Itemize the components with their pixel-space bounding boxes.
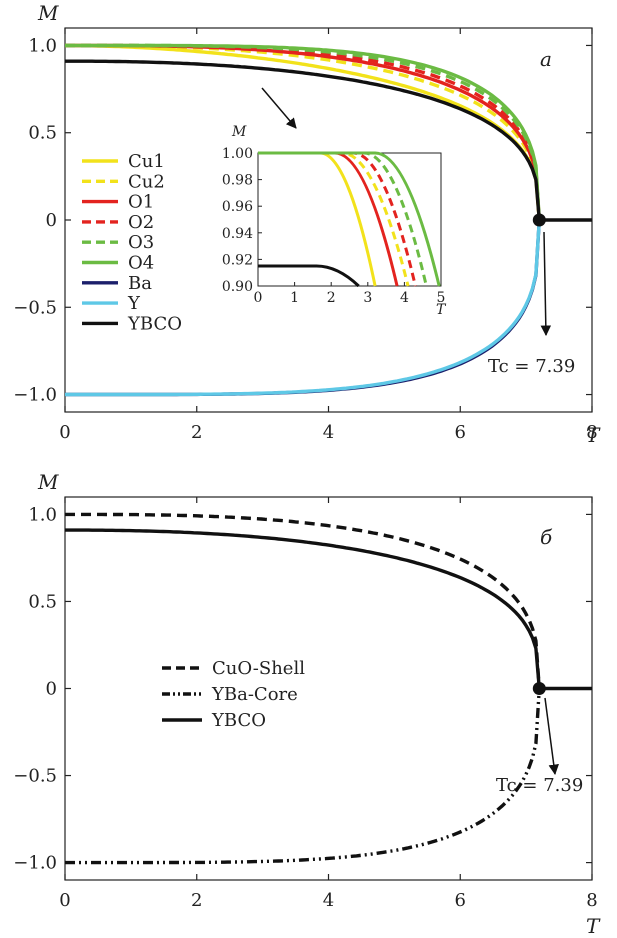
panel-b-frame	[64, 496, 593, 881]
panel-b-y-axis-label: M	[37, 470, 59, 494]
y-tick-label: −1.0	[13, 853, 57, 874]
x-tick-label: 0	[59, 422, 70, 443]
x-tick-label: 0	[59, 890, 70, 911]
inset-x-tick-label: 3	[363, 290, 372, 306]
panel-b-label: б	[540, 525, 553, 549]
legend-label-y: Y	[127, 293, 141, 314]
legend-label-ba: Ba	[128, 273, 152, 294]
inset-y-tick-label: 0.94	[222, 226, 253, 242]
inset-y-tick-label: 0.90	[222, 279, 253, 295]
panel-a-y-axis-label: M	[37, 1, 59, 25]
legend-label-cu2: Cu2	[128, 171, 165, 192]
inset-y-tick-label: 0.98	[222, 173, 253, 189]
legend-label-yba-core: YBa-Core	[211, 684, 298, 705]
panel-b-tc-arrow	[544, 697, 559, 776]
inset-series-line-o4	[258, 151, 441, 287]
panel-b-x-axis-label: T	[586, 914, 601, 938]
x-tick-label: 8	[586, 890, 597, 911]
series-line-o4	[65, 43, 541, 221]
panel-a-x-axis-label: T	[586, 423, 601, 447]
series-line-ybco	[65, 59, 541, 221]
x-tick-label: 6	[455, 890, 466, 911]
inset-pointer-arrow	[261, 87, 297, 129]
panel-a-tc-arrow	[540, 231, 552, 337]
series-line-cu1	[65, 43, 541, 221]
inset-x-tick-label: 2	[327, 290, 336, 306]
legend-label-ybco: YBCO	[211, 710, 266, 731]
x-tick-label: 4	[323, 422, 334, 443]
inset-y-tick-label: 0.96	[222, 199, 253, 215]
series-line-yba-core	[65, 688, 541, 865]
panel-b: 0 2 4 6 8 1.0 0.5 0 −0.5 −1.0 M T б Tc = 7.39 CuO…	[13, 470, 601, 938]
y-tick-label: 0.5	[28, 591, 57, 612]
x-tick-label: 2	[191, 422, 202, 443]
inset-y-tick-label: 1.00	[222, 146, 253, 162]
series-line-cuo-shell	[65, 512, 541, 689]
inset-x-axis-label: T	[436, 302, 447, 318]
inset-x-tick-label: 4	[400, 290, 409, 306]
x-tick-label: 8	[586, 422, 597, 443]
x-tick-label: 6	[455, 422, 466, 443]
inset-series-line-ybco	[258, 264, 360, 288]
legend-label-o2: O2	[128, 212, 154, 233]
panel-a-inset: 0 1 2 3 4 5 1.00 0.98 0.96 0.94 0.92 0.90 M T	[222, 124, 447, 318]
inset-y-tick-label: 0.92	[222, 252, 253, 268]
legend-label-cuo-shell: CuO-Shell	[212, 658, 305, 679]
panel-a-tc-annotation: Tc = 7.39	[488, 356, 575, 377]
inset-x-tick-label: 1	[290, 290, 299, 306]
panel-a: 0 2 4 6 8 1.0 0.5 0 −0.5 −1.0 M T a Tc = 7.39 Cu1…	[13, 1, 601, 447]
legend-label-o3: O3	[128, 232, 154, 253]
series-line-y	[65, 219, 541, 397]
x-tick-label: 4	[323, 890, 334, 911]
y-tick-label: 0	[46, 679, 57, 700]
critical-point-marker	[532, 213, 546, 227]
legend-label-ybco: YBCO	[127, 313, 182, 334]
legend-label-o4: O4	[128, 253, 154, 274]
series-line-ybco	[65, 528, 541, 689]
panel-b-tc-annotation: Tc = 7.39	[496, 775, 583, 796]
y-tick-label: −0.5	[13, 297, 57, 318]
critical-point-marker	[532, 682, 546, 695]
legend-label-cu1: Cu1	[128, 151, 165, 172]
inset-y-axis-label: M	[231, 124, 247, 140]
y-tick-label: −1.0	[13, 385, 57, 406]
legend-label-o1: O1	[128, 192, 154, 213]
series-line-cu2	[65, 43, 541, 221]
inset-x-tick-label: 5	[437, 290, 446, 306]
panel-a-label: a	[540, 47, 552, 71]
x-tick-label: 2	[191, 890, 202, 911]
y-tick-label: 0.5	[28, 123, 57, 144]
y-tick-label: −0.5	[13, 766, 57, 787]
inset-x-tick-label: 0	[254, 290, 263, 306]
panel-b-legend: CuO-Shell YBa-Core YBCO	[162, 658, 305, 731]
y-tick-label: 0	[46, 210, 57, 231]
y-tick-label: 1.0	[28, 504, 57, 525]
y-tick-label: 1.0	[28, 35, 57, 56]
